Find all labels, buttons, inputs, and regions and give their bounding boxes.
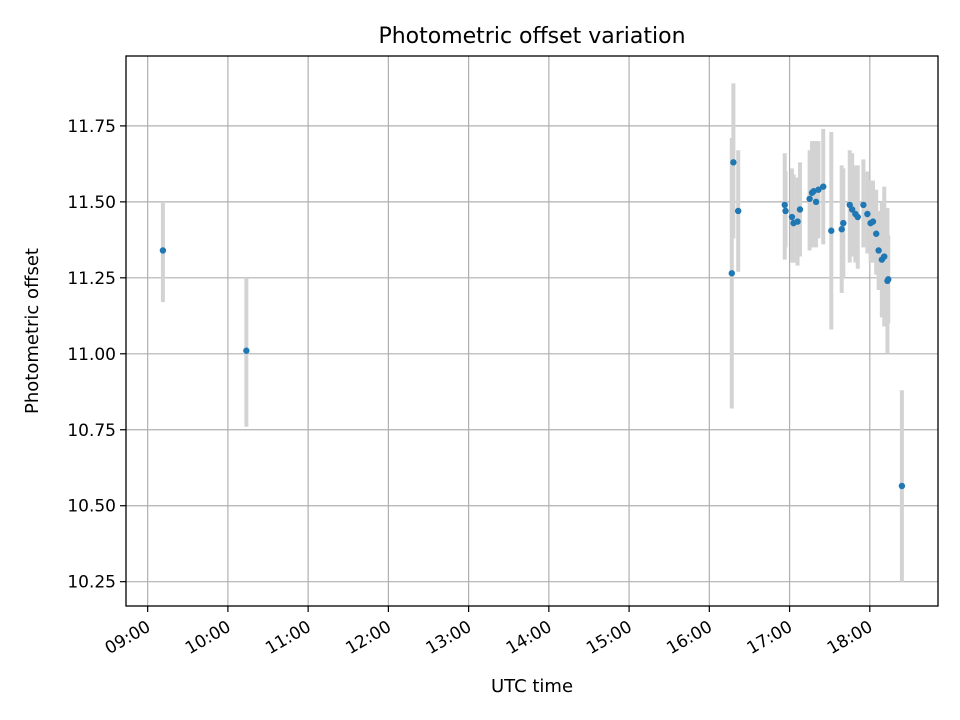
plot-frame bbox=[125, 55, 939, 607]
data-points bbox=[159, 159, 906, 490]
x-tick-label-6: 15:00 bbox=[583, 617, 635, 659]
data-point-15 bbox=[815, 186, 822, 193]
data-point-28 bbox=[873, 230, 880, 237]
data-point-16 bbox=[820, 183, 827, 190]
data-point-21 bbox=[848, 206, 856, 213]
data-point-24 bbox=[860, 201, 867, 209]
y-tick-label-3: 11.00 bbox=[67, 345, 116, 365]
x-tick-label-1: 10:00 bbox=[182, 617, 234, 659]
data-point-5 bbox=[781, 201, 788, 209]
data-point-3 bbox=[730, 159, 737, 166]
data-point-7 bbox=[788, 213, 796, 221]
x-tick-label-4: 13:00 bbox=[423, 617, 475, 659]
data-point-0 bbox=[159, 247, 167, 254]
axis-ticks: 09:00 10:00 11:00 12:00 13:00 14:00 15:00 16:00… bbox=[67, 117, 876, 659]
y-tick-label-5: 11.50 bbox=[67, 193, 116, 213]
chart-title: Photometric offset variation bbox=[378, 24, 685, 49]
data-point-29 bbox=[875, 247, 882, 254]
x-tick-label-8: 17:00 bbox=[744, 617, 796, 659]
error-bars bbox=[160, 83, 904, 582]
data-point-6 bbox=[782, 207, 789, 215]
x-tick-label-7: 16:00 bbox=[663, 617, 715, 659]
y-tick-label-1: 10.50 bbox=[67, 497, 116, 517]
data-point-18 bbox=[838, 226, 845, 233]
x-tick-label-0: 09:00 bbox=[102, 617, 154, 659]
data-point-23 bbox=[854, 213, 861, 221]
data-point-10 bbox=[796, 206, 804, 213]
data-point-17 bbox=[828, 227, 835, 234]
x-tick-label-3: 12:00 bbox=[342, 617, 394, 659]
x-axis-label: UTC time bbox=[491, 676, 573, 697]
x-tick-label-5: 14:00 bbox=[503, 617, 555, 659]
data-point-13 bbox=[810, 188, 817, 195]
data-point-1 bbox=[243, 347, 250, 354]
data-point-14 bbox=[812, 198, 820, 206]
data-point-4 bbox=[735, 207, 742, 215]
data-point-19 bbox=[840, 219, 847, 227]
data-point-31 bbox=[881, 253, 888, 260]
y-tick-label-2: 10.75 bbox=[67, 421, 116, 441]
data-point-27 bbox=[869, 218, 877, 225]
x-tick-label-9: 18:00 bbox=[824, 617, 876, 659]
data-point-11 bbox=[806, 195, 813, 203]
data-point-33 bbox=[885, 276, 892, 283]
x-tick-label-2: 11:00 bbox=[262, 617, 314, 659]
y-tick-label-6: 11.75 bbox=[67, 117, 116, 137]
grid-lines bbox=[126, 56, 938, 606]
y-tick-label-0: 10.25 bbox=[67, 573, 116, 593]
data-point-2 bbox=[728, 270, 735, 277]
y-tick-label-4: 11.25 bbox=[67, 269, 116, 289]
data-point-34 bbox=[898, 482, 906, 490]
data-point-25 bbox=[864, 210, 871, 218]
data-point-9 bbox=[794, 218, 801, 225]
y-axis-label: Photometric offset bbox=[22, 248, 43, 414]
